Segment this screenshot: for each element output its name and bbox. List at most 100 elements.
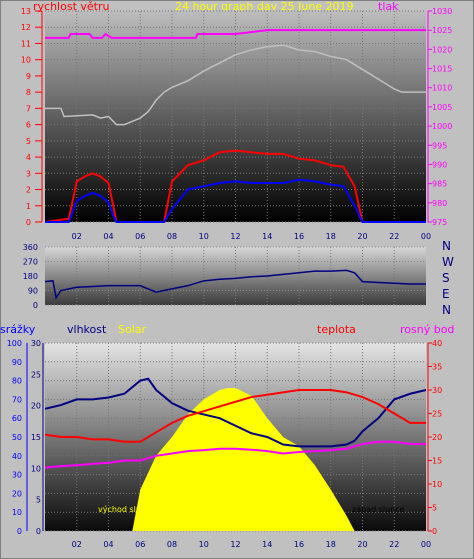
x-tick-label: 04 [103,232,113,241]
humidity-axis-tick: 30 [31,339,41,348]
direction-axis-tick: 270 [23,258,38,267]
wind-axis-tick: 3 [26,169,31,178]
wind-axis-tick: 12 [21,23,31,32]
pressure-axis-tick: 1010 [432,84,452,93]
x-tick-label: 02 [72,540,82,549]
x-tick-label: 20 [357,540,367,549]
humidity-axis-tick: 25 [31,370,41,379]
pressure-axis-tick: 985 [432,180,447,189]
temp-axis-tick: 10 [432,480,442,489]
rain-axis-tick: 60 [12,414,22,423]
sunset-label: západ slunce [352,505,405,514]
x-tick-label: 14 [262,232,272,241]
x-tick-label: 10 [199,540,209,549]
solar-area [132,388,355,531]
wind-axis-tick: 1 [26,202,31,211]
x-tick-label: 08 [167,540,177,549]
graph-title: 24 hour graph day 25 June 2019 [175,0,354,13]
pressure-axis-tick: 1000 [432,122,452,131]
rain-axis-tick: 90 [12,358,22,367]
temperature-label: teplota [317,323,356,336]
x-tick-label: 08 [167,232,177,241]
pressure-line [45,29,426,39]
dewpoint-line [44,440,426,469]
solar-label: Solar [118,323,147,336]
rain-label: srážky [0,323,36,336]
humidity-axis-tick: 10 [31,464,41,473]
direction-axis-tick: 180 [23,272,38,281]
direction-line [44,269,426,300]
rain-axis-tick: 0 [17,527,22,536]
x-tick-label: 14 [262,540,272,549]
rain-axis-tick: 30 [12,471,22,480]
sunrise-label: východ slunce [98,505,155,514]
direction-axis-tick: 90 [28,287,38,296]
x-tick-label: 16 [294,232,304,241]
direction-axis-tick: 0 [33,301,38,310]
x-tick-label: 02 [72,232,82,241]
temp-axis-tick: 15 [432,457,442,466]
wind-axis-tick: 8 [26,88,31,97]
temp-axis-tick: 25 [432,410,442,419]
humidity-axis-tick: 15 [31,433,41,442]
temp-axis-tick: 30 [432,386,442,395]
pressure-axis-tick: 980 [432,199,447,208]
pressure-label: tlak [378,0,399,13]
wind-line [45,178,426,223]
pressure-axis-tick: 1030 [432,7,452,16]
x-tick-label: 04 [103,540,113,549]
x-tick-label: 16 [294,540,304,549]
wind-speed-label: rychlost větru [33,0,109,13]
x-tick-label: 06 [135,232,145,241]
rain-axis-tick: 80 [12,377,22,386]
humidity-axis-tick: 20 [31,402,41,411]
x-tick-label: 00 [421,232,431,241]
temperature-line [44,389,426,443]
x-tick-label: 18 [326,232,336,241]
wind-axis-tick: 2 [26,186,31,195]
rain-axis-tick: 100 [7,339,22,348]
wind-axis-tick: 10 [21,56,31,65]
temp-axis-tick: 40 [432,339,442,348]
pressure-axis-tick: 990 [432,160,447,169]
temp-humidity-panel: 0 10 20 30 40 50 60 70 80 90 100 0 5 10 15 20 25 30 0 5 10… [7,339,442,549]
rain-axis-tick: 50 [12,433,22,442]
compass-label: N [442,303,451,317]
wind-axis-tick: 11 [21,39,31,48]
x-tick-label: 00 [421,540,431,549]
pressure-axis-tick: 1005 [432,103,452,112]
x-tick-label: 18 [326,540,336,549]
wind-axis-tick: 7 [26,104,31,113]
temp-axis-tick: 0 [432,527,437,536]
temperature_line-line [45,44,426,126]
x-tick-label: 12 [230,540,240,549]
wind-axis-tick: 4 [26,153,31,162]
rain-axis-tick: 70 [12,395,22,404]
temp-axis-tick: 5 [432,504,437,513]
rain-axis-tick: 40 [12,452,22,461]
x-tick-label: 22 [389,540,399,549]
gust-line [44,149,426,223]
dewpoint-label: rosný bod [400,323,454,336]
temp-axis-tick: 35 [432,363,442,372]
pressure-axis-tick: 995 [432,141,447,150]
pressure-axis-tick: 1015 [432,65,452,74]
x-tick-label: 06 [135,540,145,549]
wind-axis-tick: 6 [26,121,31,130]
pressure-axis-tick: 975 [432,218,447,227]
humidity-axis-tick: 0 [36,527,41,536]
compass-label: W [442,255,454,269]
wind-axis-tick: 5 [26,137,31,146]
humidity-line [44,377,427,448]
humidity-axis-tick: 5 [36,496,41,505]
humidity-label: vlhkost [67,323,107,336]
rain-axis-tick: 10 [12,508,22,517]
compass-label: S [442,271,450,285]
pressure-axis-tick: 1020 [432,45,452,54]
wind-axis-tick: 0 [26,218,31,227]
x-tick-label: 10 [199,232,209,241]
